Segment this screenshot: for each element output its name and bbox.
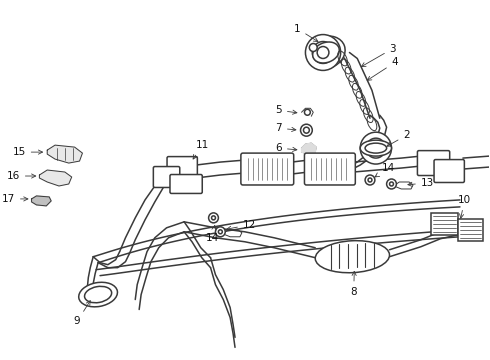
- Circle shape: [305, 35, 341, 71]
- Circle shape: [303, 127, 309, 133]
- Text: 14: 14: [206, 225, 219, 243]
- Text: 13: 13: [408, 178, 434, 188]
- Text: 2: 2: [387, 130, 410, 146]
- Text: 16: 16: [6, 171, 36, 181]
- FancyBboxPatch shape: [304, 153, 355, 185]
- Ellipse shape: [85, 286, 112, 303]
- Text: 4: 4: [367, 58, 398, 80]
- FancyBboxPatch shape: [153, 167, 180, 188]
- Circle shape: [209, 213, 219, 223]
- Circle shape: [365, 175, 375, 185]
- Circle shape: [300, 124, 312, 136]
- Circle shape: [317, 46, 329, 58]
- Text: 14: 14: [375, 163, 395, 177]
- FancyBboxPatch shape: [170, 175, 202, 193]
- Text: 6: 6: [275, 143, 297, 153]
- Circle shape: [304, 109, 310, 115]
- FancyBboxPatch shape: [434, 159, 465, 183]
- Circle shape: [212, 216, 216, 220]
- Text: 3: 3: [362, 44, 396, 67]
- Ellipse shape: [307, 36, 345, 69]
- Polygon shape: [39, 170, 72, 186]
- FancyBboxPatch shape: [241, 153, 294, 185]
- Circle shape: [216, 227, 225, 237]
- Ellipse shape: [360, 140, 392, 156]
- Bar: [458, 219, 484, 241]
- Circle shape: [366, 138, 386, 158]
- FancyBboxPatch shape: [417, 150, 450, 176]
- Text: 17: 17: [1, 194, 28, 204]
- Polygon shape: [31, 196, 51, 206]
- Ellipse shape: [313, 42, 339, 63]
- Text: 11: 11: [193, 140, 209, 159]
- Text: 8: 8: [350, 271, 357, 297]
- Polygon shape: [47, 145, 82, 163]
- Bar: [431, 213, 458, 235]
- Text: 7: 7: [275, 123, 296, 133]
- Ellipse shape: [79, 282, 118, 307]
- Text: 9: 9: [74, 301, 90, 327]
- Text: 10: 10: [458, 195, 471, 218]
- Text: 12: 12: [227, 220, 256, 230]
- Circle shape: [368, 178, 372, 182]
- Circle shape: [387, 179, 396, 189]
- Circle shape: [219, 230, 222, 234]
- Text: 15: 15: [12, 147, 43, 157]
- Text: 5: 5: [275, 105, 297, 115]
- Circle shape: [390, 182, 393, 186]
- FancyBboxPatch shape: [167, 157, 197, 180]
- Text: 1: 1: [294, 24, 318, 41]
- Circle shape: [360, 132, 392, 164]
- Polygon shape: [301, 143, 316, 154]
- Ellipse shape: [365, 143, 387, 153]
- Ellipse shape: [315, 241, 390, 273]
- Circle shape: [312, 41, 334, 63]
- Circle shape: [309, 44, 317, 51]
